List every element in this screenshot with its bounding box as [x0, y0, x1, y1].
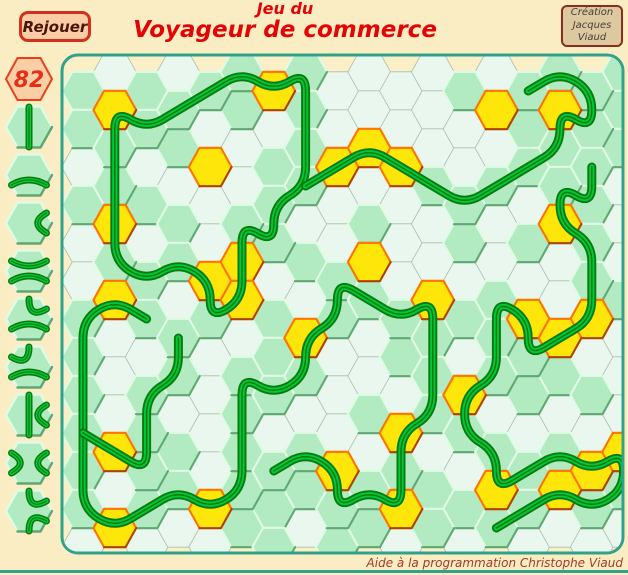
tile-arc-sw-se-icon[interactable] — [4, 151, 54, 199]
tile-straight-ns-icon[interactable] — [4, 103, 54, 151]
tile-hook-ne-arc-icon[interactable] — [4, 295, 54, 343]
credit-box: Création Jacques Viaud — [561, 5, 623, 47]
tile-hook-nw-arc-icon[interactable] — [4, 343, 54, 391]
title-line-1: Jeu du — [256, 0, 314, 18]
bottom-divider — [0, 570, 628, 573]
tile-two-side-arcs-icon[interactable] — [4, 439, 54, 487]
score-badge: 82 — [4, 56, 54, 102]
tile-straight-plus-arc-icon[interactable] — [4, 391, 54, 439]
footer-credit: Aide à la programmation Christophe Viaud — [366, 556, 623, 570]
game-board[interactable] — [59, 52, 627, 558]
credit-line-1: Création — [570, 7, 614, 19]
credit-line-2: Jacques — [572, 19, 612, 31]
replay-button[interactable]: Rejouer — [19, 11, 91, 42]
tile-double-arc-icon[interactable] — [4, 247, 54, 295]
title-line-2: Voyageur de commerce — [133, 16, 437, 43]
page-title: Jeu du Voyageur de commerce — [90, 0, 480, 43]
credit-line-3: Viaud — [577, 32, 607, 44]
tile-two-right-hooks-icon[interactable] — [4, 487, 54, 535]
score-value: 82 — [14, 68, 45, 93]
tile-arc-ne-se-icon[interactable] — [4, 199, 54, 247]
